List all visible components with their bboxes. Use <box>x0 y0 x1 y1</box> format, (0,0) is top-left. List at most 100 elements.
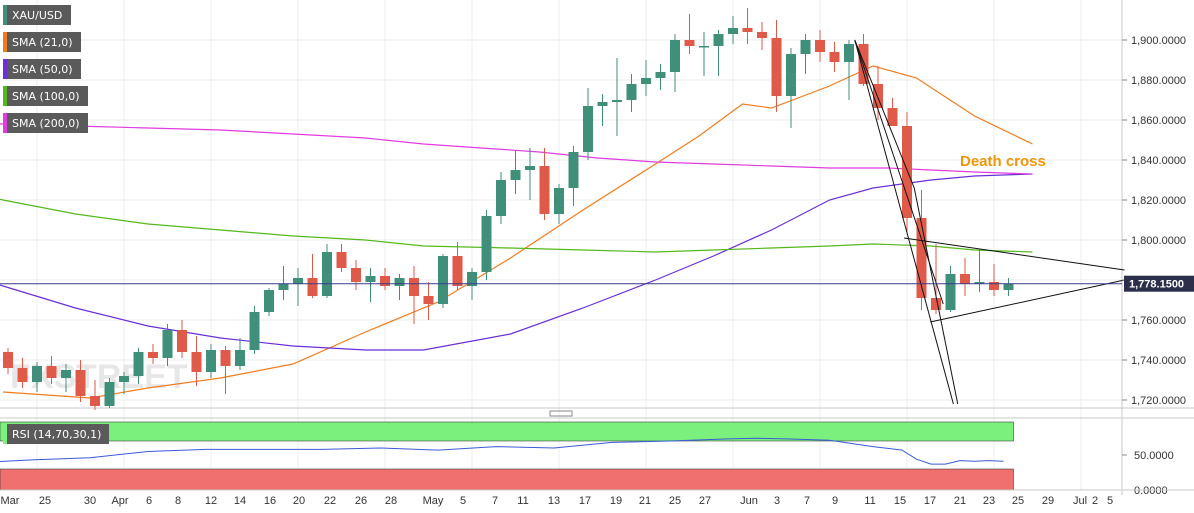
rsi-panel: 50.0000 0.0000 <box>0 421 1174 497</box>
candle-body <box>17 368 28 382</box>
candle-body <box>844 44 854 62</box>
price-tick-label: 1,800.0000 <box>1131 235 1186 247</box>
legend-label: SMA (50,0) <box>12 62 73 76</box>
x-tick-label: 19 <box>610 495 622 507</box>
legend-swatch <box>3 86 7 106</box>
candle-body <box>510 170 521 180</box>
candle-body <box>568 152 579 188</box>
legend-item: SMA (100,0) <box>3 86 88 106</box>
trendline-downtrend <box>913 187 959 405</box>
price-tick-label: 1,880.0000 <box>1131 75 1186 87</box>
candle-body <box>800 40 811 54</box>
candle-body <box>1003 284 1014 290</box>
candle-body <box>902 126 912 218</box>
trendline-downtrend-inner <box>854 39 944 305</box>
legend-item: XAU/USD <box>3 5 71 25</box>
candle-body <box>380 276 390 286</box>
candle-body <box>32 366 42 382</box>
candle-body <box>394 278 405 286</box>
trendline-steep <box>854 39 954 405</box>
candle-body <box>713 34 724 46</box>
price-tick-label: 1,820.0000 <box>1131 195 1186 207</box>
candle-body <box>612 100 622 102</box>
price-tick-label: 1,760.0000 <box>1131 315 1186 327</box>
legend-label: SMA (200,0) <box>12 116 80 130</box>
price-axis: 1,720.00001,740.00001,760.00001,780.0000… <box>0 35 1194 407</box>
sma-line <box>0 173 1033 351</box>
candle-body <box>365 276 376 282</box>
legend-label: SMA (100,0) <box>12 89 80 103</box>
death-cross-annotation: Death cross <box>960 153 1046 170</box>
legend-item: SMA (21,0) <box>3 32 81 52</box>
rsi-swatch <box>3 424 7 444</box>
x-tick-label: 17 <box>579 495 591 507</box>
rsi-legend-label: RSI (14,70,30,1) <box>12 427 102 441</box>
legend-swatch <box>3 5 7 25</box>
x-tick-label: 23 <box>983 495 995 507</box>
candle-body <box>655 72 666 78</box>
candle-body <box>771 38 782 96</box>
legend-item: SMA (200,0) <box>3 113 88 133</box>
candle-body <box>307 278 318 296</box>
x-tick-label: 16 <box>264 495 276 507</box>
candle-body <box>728 28 738 34</box>
candle-body <box>90 396 100 406</box>
x-tick-label: 8 <box>175 495 181 507</box>
x-tick-label: 9 <box>832 495 838 507</box>
candle-body <box>829 52 840 62</box>
legend-swatch <box>3 59 7 79</box>
candle-body <box>249 312 260 350</box>
price-tick-label: 1,900.0000 <box>1131 35 1186 47</box>
x-tick-label: Jul <box>1073 495 1087 507</box>
x-axis: Mar 25 30 Apr 6 8 12 14 16 20 22 26 28 May 5 7 11 13 17 19 2… <box>0 489 1194 507</box>
x-tick-label: 5 <box>1107 495 1113 507</box>
x-tick-label: 15 <box>894 495 906 507</box>
candle-body <box>858 44 869 84</box>
x-tick-label: 14 <box>234 495 246 507</box>
current-price-badge <box>1124 275 1194 292</box>
legend-label: XAU/USD <box>12 8 63 22</box>
rsi-oversold-zone <box>0 468 1014 491</box>
candle-body <box>119 376 129 382</box>
candle-body <box>583 106 593 152</box>
x-tick-label: 13 <box>548 495 560 507</box>
candle-body <box>148 352 158 358</box>
price-tick-label: 1,740.0000 <box>1131 355 1186 367</box>
x-tick-label: May <box>423 495 444 507</box>
candle-body <box>3 352 13 368</box>
x-tick-label: Apr <box>111 495 128 507</box>
x-tick-label: 21 <box>954 495 966 507</box>
candle-body <box>554 188 564 214</box>
candle-body <box>162 330 173 358</box>
candle-body <box>409 278 419 296</box>
candle-body <box>264 290 274 312</box>
candles <box>3 8 1014 410</box>
price-tick-label: 1,860.0000 <box>1131 115 1186 127</box>
sma-line <box>2 65 1033 399</box>
candle-body <box>960 274 970 284</box>
x-tick-label: 17 <box>924 495 936 507</box>
candle-body <box>133 352 144 376</box>
candle-body <box>815 40 825 52</box>
x-tick-label: 27 <box>699 495 711 507</box>
x-tick-label: 25 <box>39 495 51 507</box>
trendline-downtrend <box>854 39 915 189</box>
candle-body <box>974 282 985 284</box>
x-tick-label: Mar <box>1 495 20 507</box>
candle-body <box>684 40 695 46</box>
indicator-legend: XAU/USD SMA (21,0) SMA (50,0) SMA (100,0) SM… <box>3 5 88 140</box>
candle-body <box>931 298 941 310</box>
candle-body <box>75 370 86 396</box>
legend-label: SMA (21,0) <box>12 35 73 49</box>
legend-swatch <box>3 113 7 133</box>
candle-body <box>757 32 767 38</box>
x-tick-label: 11 <box>864 495 875 507</box>
candle-body <box>452 256 463 286</box>
candle-body <box>293 278 303 284</box>
x-tick-label: 7 <box>492 495 498 507</box>
candle-body <box>699 46 709 48</box>
x-tick-label: 12 <box>205 495 217 507</box>
resize-handle <box>549 410 573 417</box>
legend-swatch <box>3 32 7 52</box>
x-tick-label: 11 <box>517 495 528 507</box>
